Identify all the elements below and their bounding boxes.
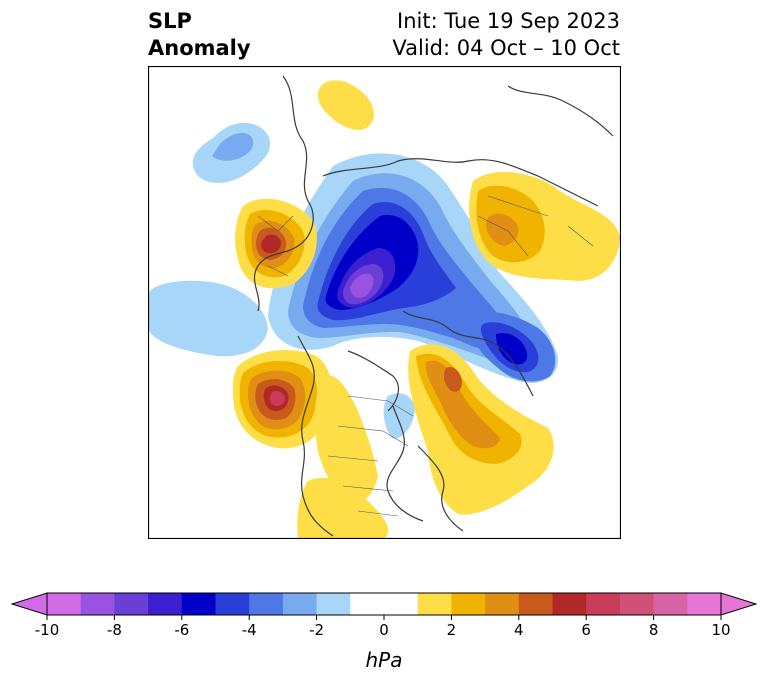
colorbar-segment bbox=[619, 593, 655, 615]
colorbar-segment bbox=[485, 593, 520, 615]
high-siberia bbox=[469, 171, 620, 281]
chart-subtitle: Init: Tue 19 Sep 2023 Valid: 04 Oct – 10… bbox=[392, 8, 620, 62]
colorbar-segment bbox=[80, 593, 115, 615]
low-baffin-bay bbox=[469, 311, 556, 382]
colorbar-tick-label: -10 bbox=[35, 621, 60, 639]
low-north-pacific bbox=[148, 280, 268, 357]
colorbar-segment bbox=[181, 593, 216, 615]
low-bering-sea bbox=[192, 122, 271, 184]
colorbar-tick-label: 4 bbox=[514, 621, 524, 639]
colorbar-extend-max bbox=[720, 592, 758, 616]
colorbar-segment bbox=[518, 593, 553, 615]
colorbar-tick-label: 0 bbox=[379, 621, 389, 639]
colorbar-tick-label: -4 bbox=[242, 621, 257, 639]
high-north-atlantic bbox=[408, 344, 554, 515]
colorbar-segment bbox=[687, 593, 722, 615]
colorbar-segment bbox=[215, 593, 250, 615]
colorbar-segment bbox=[316, 593, 351, 615]
colorbar-tick-label: -8 bbox=[107, 621, 122, 639]
colorbar-segment bbox=[47, 593, 82, 615]
map-frame bbox=[148, 66, 621, 539]
borders bbox=[257, 195, 594, 517]
colorbar-segment bbox=[451, 593, 486, 615]
high-ural bbox=[317, 80, 374, 130]
colorbar-extend-min bbox=[10, 592, 48, 616]
high-gulf-of-alaska bbox=[232, 350, 332, 449]
low-hudson-bay bbox=[383, 393, 415, 439]
coastlines bbox=[253, 75, 614, 537]
colorbar-tick-label: 2 bbox=[447, 621, 457, 639]
high-europe bbox=[235, 198, 317, 289]
colorbar-unit-label: hPa bbox=[366, 648, 403, 672]
colorbar-segment bbox=[148, 593, 183, 615]
colorbar-segment bbox=[350, 593, 385, 615]
colorbar: -10 -8 -6 -4 -2 0 2 4 6 8 10 hPa bbox=[10, 592, 758, 672]
colorbar-segment bbox=[384, 593, 419, 615]
valid-range: Valid: 04 Oct – 10 Oct bbox=[392, 36, 620, 60]
colorbar-tick-label: 6 bbox=[581, 621, 591, 639]
anomaly-map bbox=[148, 66, 621, 539]
colorbar-segment bbox=[552, 593, 587, 615]
colorbar-tick-label: 10 bbox=[711, 621, 730, 639]
init-time: Init: Tue 19 Sep 2023 bbox=[397, 9, 620, 33]
title-line-2: Anomaly bbox=[148, 36, 251, 60]
colorbar-segment bbox=[282, 593, 318, 615]
colorbar-tick-label: -6 bbox=[174, 621, 189, 639]
colorbar-segment bbox=[586, 593, 621, 615]
colorbar-segment bbox=[417, 593, 452, 615]
colorbar-tick-label: 8 bbox=[649, 621, 659, 639]
colorbar-segment bbox=[653, 593, 688, 615]
colorbar-tick-label: -2 bbox=[309, 621, 324, 639]
title-line-1: SLP bbox=[148, 9, 192, 33]
colorbar-segment bbox=[249, 593, 284, 615]
colorbar-segment bbox=[114, 593, 149, 615]
chart-title: SLP Anomaly bbox=[148, 8, 251, 62]
high-western-us bbox=[297, 375, 389, 539]
